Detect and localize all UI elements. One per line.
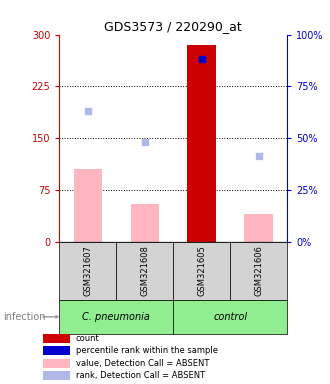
Bar <box>59 300 173 334</box>
Text: control: control <box>213 312 247 322</box>
Text: GSM321605: GSM321605 <box>197 245 206 296</box>
Bar <box>43 371 70 380</box>
Text: count: count <box>76 334 99 343</box>
Bar <box>43 359 70 367</box>
Text: GSM321606: GSM321606 <box>254 245 263 296</box>
Bar <box>43 346 70 355</box>
Bar <box>173 242 230 300</box>
Text: percentile rank within the sample: percentile rank within the sample <box>76 346 217 355</box>
Bar <box>59 242 116 300</box>
Bar <box>43 334 70 343</box>
Text: rank, Detection Call = ABSENT: rank, Detection Call = ABSENT <box>76 371 205 380</box>
Bar <box>173 300 287 334</box>
Text: C. pneumonia: C. pneumonia <box>82 312 150 322</box>
Text: infection: infection <box>3 312 46 322</box>
Bar <box>131 204 159 242</box>
Bar <box>187 45 216 242</box>
Bar <box>230 242 287 300</box>
Bar <box>74 169 102 242</box>
Text: GSM321608: GSM321608 <box>140 245 149 296</box>
Bar <box>245 214 273 242</box>
Text: GSM321607: GSM321607 <box>83 245 92 296</box>
Title: GDS3573 / 220290_at: GDS3573 / 220290_at <box>104 20 242 33</box>
Text: value, Detection Call = ABSENT: value, Detection Call = ABSENT <box>76 359 209 367</box>
Bar <box>116 242 173 300</box>
